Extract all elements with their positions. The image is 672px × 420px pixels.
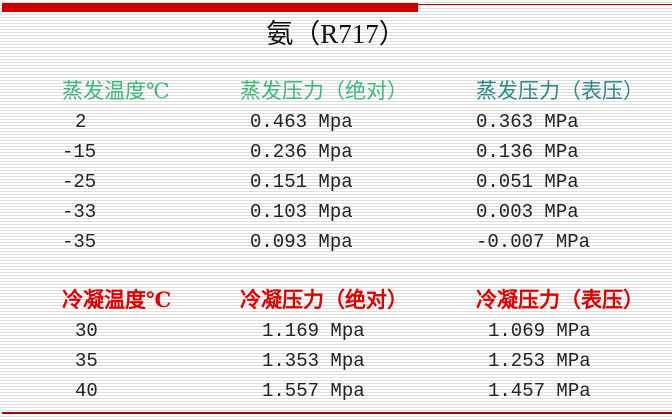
evaporation-row-2-col-2: 0.051 MPa	[476, 171, 579, 193]
cond-header-temp: 冷凝温度℃	[62, 288, 172, 312]
condensation-row-2-col-0: 40	[75, 380, 98, 402]
evaporation-row-3-col-0: -33	[62, 201, 97, 223]
condensation-row-0-col-1: 1.169 Mpa	[262, 320, 365, 342]
condensation-row-0-col-2: 1.069 MPa	[488, 320, 591, 342]
condensation-row-0-col-0: 30	[75, 320, 98, 342]
evap-header-temp: 蒸发温度℃	[62, 79, 170, 103]
condensation-row-2-col-2: 1.457 MPa	[488, 380, 591, 402]
condensation-row-1-col-2: 1.253 MPa	[488, 350, 591, 372]
evaporation-row-4-col-0: -35	[62, 231, 97, 253]
cond-header-abs: 冷凝压力（绝对）	[240, 288, 408, 312]
evaporation-row-2-col-0: -25	[62, 171, 97, 193]
evaporation-row-1-col-1: 0.236 Mpa	[250, 141, 353, 163]
condensation-row-1-col-0: 35	[75, 350, 98, 372]
evaporation-row-1-col-0: -15	[62, 141, 97, 163]
condensation-row-1-col-1: 1.353 Mpa	[262, 350, 365, 372]
evaporation-row-3-col-2: 0.003 MPa	[476, 201, 579, 223]
slide-title: 氨（R717）	[266, 19, 406, 49]
evaporation-row-0-col-2: 0.363 MPa	[476, 111, 579, 133]
evaporation-row-4-col-1: 0.093 Mpa	[250, 231, 353, 253]
bottom-rule	[2, 412, 672, 414]
evap-header-gauge: 蒸发压力（表压）	[476, 79, 644, 103]
evaporation-row-3-col-1: 0.103 Mpa	[250, 201, 353, 223]
evaporation-row-0-col-0: 2	[75, 111, 87, 133]
evaporation-row-0-col-1: 0.463 Mpa	[250, 111, 353, 133]
evaporation-row-1-col-2: 0.136 MPa	[476, 141, 579, 163]
cond-header-gauge: 冷凝压力（表压）	[476, 288, 644, 312]
evaporation-row-4-col-2: -0.007 MPa	[476, 231, 591, 253]
evaporation-row-2-col-1: 0.151 Mpa	[250, 171, 353, 193]
evap-header-abs: 蒸发压力（绝对）	[240, 79, 408, 103]
condensation-row-2-col-1: 1.557 Mpa	[262, 380, 365, 402]
accent-line	[418, 4, 672, 5]
accent-bar	[2, 3, 418, 12]
